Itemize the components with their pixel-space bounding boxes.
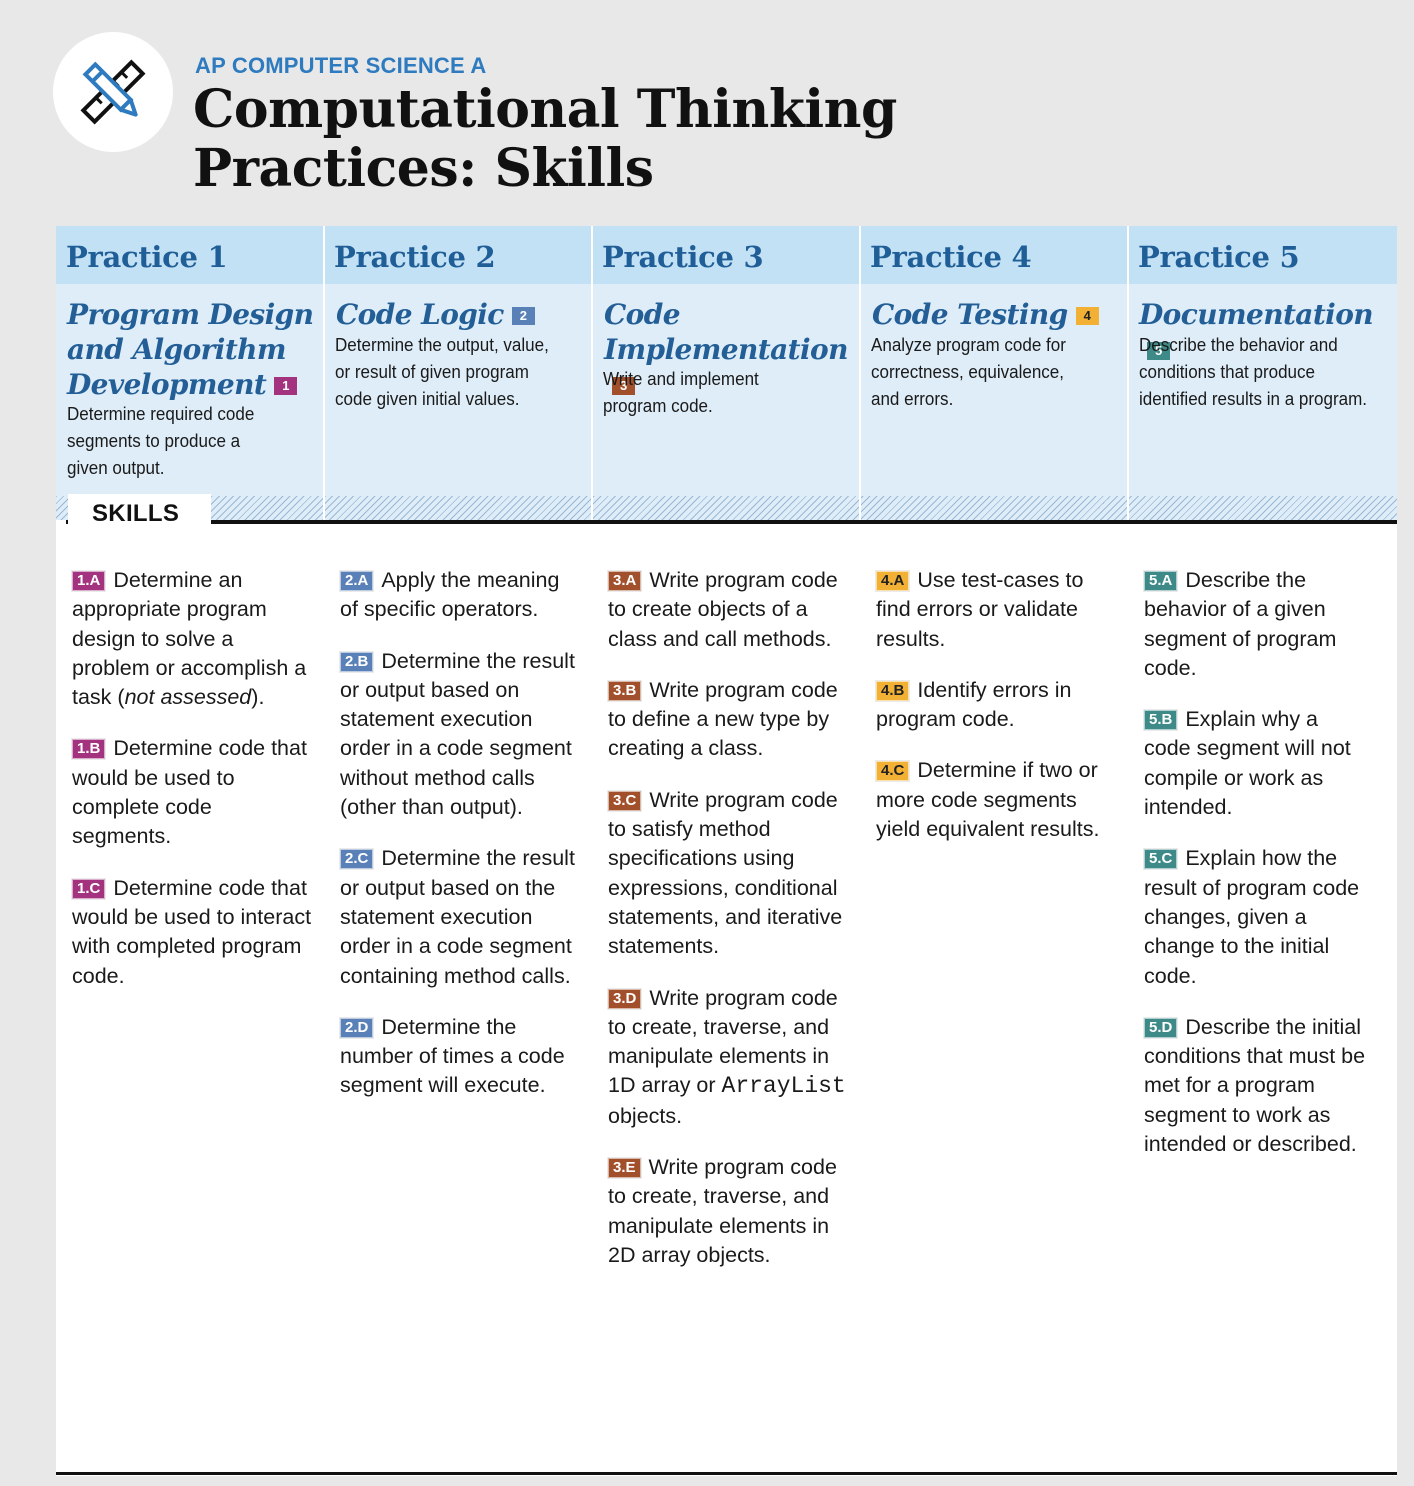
skill-5b: 5.B Explain why a code segment will not c… (1142, 707, 1351, 820)
bottom-rule (56, 1472, 1397, 1475)
skill-code-badge: 3.E (607, 1157, 642, 1180)
skill-code-badge: 3.C (606, 789, 643, 812)
practice-5-name: Documentation5 (1139, 298, 1374, 360)
skill-code-badge: 3.B (606, 679, 643, 702)
skill-code-badge: 2.B (338, 650, 375, 673)
skill-4c: 4.C Determine if two or more code segment… (874, 758, 1100, 842)
practice-3-name: Code Implementation3 (604, 298, 848, 395)
practice-2-badge: 2 (511, 307, 535, 325)
skill-code-badge: 5.C (1142, 848, 1179, 871)
column-divider (1127, 226, 1129, 526)
page-title: Computational Thinking Practices: Skills (193, 80, 897, 198)
skill-code-badge: 4.B (874, 679, 911, 702)
skills-divider (56, 520, 1397, 524)
skills-divider-gap (56, 520, 66, 524)
skill-1b: 1.B Determine code that would be used to … (70, 736, 307, 849)
practice-5-skills: 5.A Describe the behavior of a given segm… (1142, 566, 1366, 1159)
skill-code-badge: 3.D (606, 987, 643, 1010)
pencil-ruler-icon (80, 59, 146, 125)
practice-2-name: Code Logic 2 (336, 297, 596, 332)
skill-3b: 3.B Write program code to define a new ty… (606, 677, 838, 761)
skill-code-badge: 2.D (338, 1016, 375, 1039)
practice-description-band (56, 284, 1397, 520)
skill-5d: 5.D Describe the initial conditions that … (1142, 1014, 1366, 1157)
practice-3-skills: 3.A Write program code to create objects … (606, 566, 848, 1270)
practice-4-skills: 4.A Use test-cases to find errors or vali… (874, 566, 1104, 844)
title-line-1: Computational Thinking (193, 79, 897, 140)
practice-1-name: Program Design and Algorithm Development… (67, 298, 314, 401)
practice-3-heading: Practice 3 (602, 240, 764, 274)
practice-2-description: Determine the output, value, or result o… (335, 334, 549, 409)
practice-4-name: Code Testing 4 (872, 297, 1134, 332)
skill-3c: 3.C Write program code to satisfy method … (606, 787, 843, 959)
skill-code-badge: 2.A (338, 570, 375, 592)
skill-code-badge: 5.A (1142, 570, 1179, 592)
skill-code-badge: 4.C (874, 760, 911, 783)
skill-3e: 3.E Write program code to create, travers… (607, 1155, 837, 1267)
skill-2c: 2.C Determine the result or output based … (338, 846, 575, 988)
practice-5-description: Describe the behavior and conditions tha… (1139, 334, 1368, 409)
column-divider (591, 226, 593, 526)
title-line-2: Practices: Skills (193, 138, 654, 199)
skill-code-badge: 1.C (70, 877, 107, 900)
hatch-pattern (56, 496, 1397, 520)
practice-1-badge: 1 (274, 377, 298, 395)
skill-5c: 5.C Explain how the result of program cod… (1142, 846, 1360, 988)
skill-code-badge: 2.C (338, 848, 375, 871)
practice-2-skills: 2.A Apply the meaning of specific operato… (338, 566, 576, 1101)
practice-4-description: Analyze program code for correctness, eq… (871, 334, 1066, 409)
skill-2d: 2.D Determine the number of times a code … (338, 1014, 565, 1098)
practices-table: Practice 1 Practice 2 Practice 3 Practic… (56, 226, 1397, 1476)
skill-3d: 3.D Write program code to create, travers… (606, 985, 846, 1128)
skill-2b: 2.B Determine the result or output based … (338, 648, 575, 820)
practice-4-heading: Practice 4 (870, 240, 1032, 274)
skill-4b: 4.B Identify errors in program code. (874, 677, 1072, 732)
skill-code-badge: 5.B (1142, 709, 1179, 732)
arraylist-code: ArrayList (721, 1073, 846, 1100)
skill-code-badge: 1.B (70, 738, 107, 761)
skills-label: SKILLS (68, 494, 211, 534)
skill-5a: 5.A Describe the behavior of a given segm… (1142, 568, 1337, 680)
skill-code-badge: 3.A (606, 570, 643, 592)
skill-code-badge: 1.A (70, 570, 107, 592)
practice-2-heading: Practice 2 (334, 240, 496, 274)
practice-3-badge: 3 (612, 377, 636, 395)
skill-code-badge: 4.A (874, 570, 911, 592)
practice-4-badge: 4 (1075, 307, 1099, 325)
skill-1c: 1.C Determine code that would be used to … (70, 875, 312, 988)
practice-1-heading: Practice 1 (66, 240, 228, 274)
practice-3-description: Write and implement program code. (603, 368, 759, 416)
practice-5-badge: 5 (1147, 342, 1171, 360)
logo (53, 32, 173, 152)
practice-1-skills: 1.A Determine an appropriate program desi… (70, 566, 312, 991)
skill-4a: 4.A Use test-cases to find errors or vali… (874, 568, 1084, 651)
course-label: AP COMPUTER SCIENCE A (195, 53, 487, 78)
skill-2a: 2.A Apply the meaning of specific operato… (338, 568, 560, 622)
skill-1a: 1.A Determine an appropriate program desi… (70, 568, 307, 710)
practice-5-heading: Practice 5 (1138, 240, 1300, 274)
practice-1-description: Determine required code segments to prod… (67, 403, 255, 478)
skill-3a: 3.A Write program code to create objects … (606, 568, 838, 651)
column-divider (323, 226, 325, 526)
column-divider (859, 226, 861, 526)
skill-code-badge: 5.D (1142, 1016, 1179, 1039)
practice-header-band (56, 226, 1397, 284)
